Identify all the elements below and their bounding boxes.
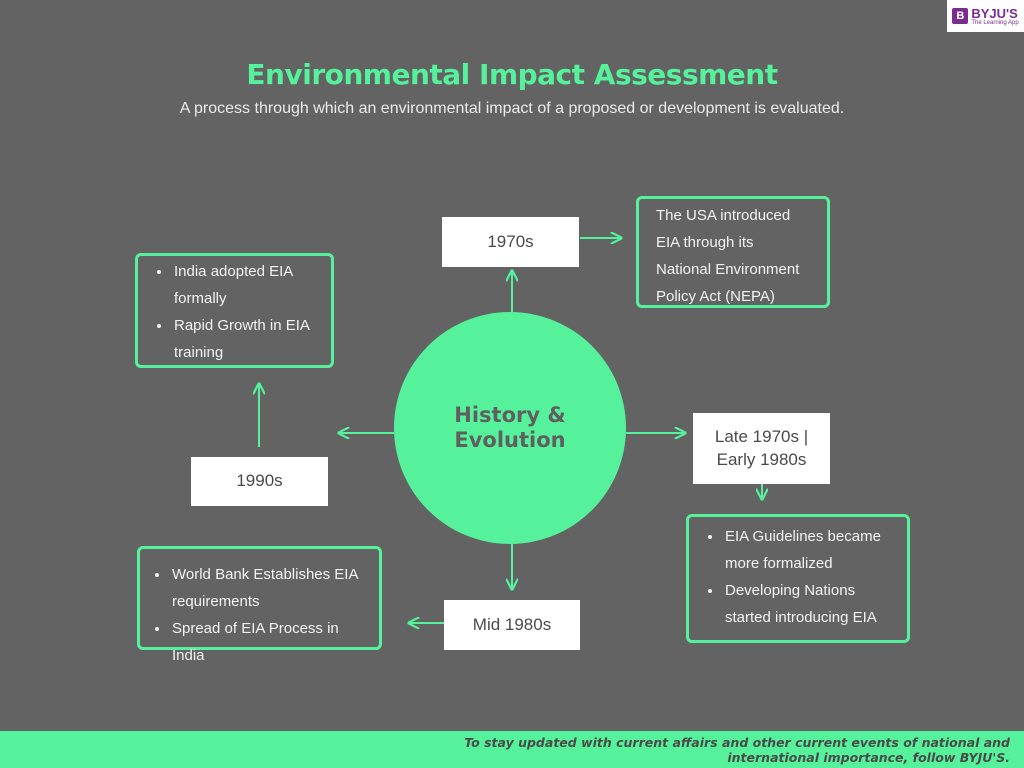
list-item: Rapid Growth in EIA training xyxy=(172,312,321,366)
history-evolution-circle: History & Evolution xyxy=(394,312,626,544)
era-label-late1970s-line1: Late 1970s | xyxy=(714,427,809,447)
page-subtitle: A process through which an environmental… xyxy=(179,100,845,117)
note-usa-line: Policy Act (NEPA) xyxy=(656,288,775,305)
note-usa-line: The USA introduced xyxy=(656,207,791,224)
era-box-mid1980s: Mid 1980s xyxy=(444,600,580,650)
center-label: History & Evolution xyxy=(454,402,566,452)
byjus-logo: B BYJU'S The Learning App xyxy=(947,0,1024,32)
note-usa-line: National Environment xyxy=(656,261,800,278)
note-late1970s: EIA Guidelines became more formalized De… xyxy=(686,514,910,643)
list-item: EIA Guidelines became more formalized xyxy=(723,523,897,577)
footer-bar xyxy=(0,731,1024,768)
footer-text: To stay updated with current affairs and… xyxy=(464,735,1010,765)
note-usa-line: EIA through its xyxy=(656,234,754,251)
footer-line-1: To stay updated with current affairs and… xyxy=(464,735,1010,750)
era-box-late1970s: Late 1970s | Early 1980s xyxy=(693,413,830,484)
byjus-logo-mark-icon: B xyxy=(952,8,969,24)
era-label-1970s: 1970s xyxy=(487,231,534,251)
era-label-mid1980s: Mid 1980s xyxy=(472,614,552,634)
note-1990s: India adopted EIA formally Rapid Growth … xyxy=(135,253,334,368)
page-title: Environmental Impact Assessment xyxy=(246,58,778,91)
list-item: World Bank Establishes EIA requirements xyxy=(170,561,375,615)
era-label-late1970s-line2: Early 1980s xyxy=(716,449,807,469)
list-item: Developing Nations started introducing E… xyxy=(723,577,897,631)
list-item: India adopted EIA formally xyxy=(172,258,321,312)
logo-tagline: The Learning App xyxy=(971,19,1019,26)
note-mid1980s: World Bank Establishes EIA requirements … xyxy=(137,546,382,664)
era-box-1970s: 1970s xyxy=(442,217,579,267)
era-box-1990s: 1990s xyxy=(191,457,328,506)
era-label-1990s: 1990s xyxy=(236,471,283,491)
logo-brand: BYJU'S xyxy=(971,5,1018,21)
list-item: Spread of EIA Process in India xyxy=(170,615,375,669)
footer-line-2: international importance, follow BYJU'S. xyxy=(727,750,1010,765)
note-usa-nepa: The USA introduced EIA through its Natio… xyxy=(636,196,830,308)
